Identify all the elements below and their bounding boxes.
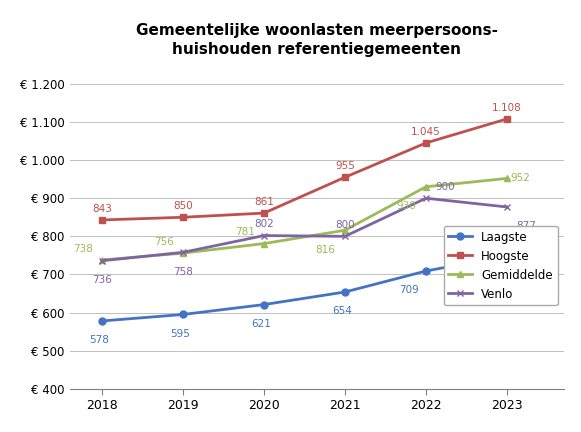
Laagste (503, 253, 510, 258)
Text: 900: 900 (436, 182, 455, 192)
Venlo (422, 196, 429, 201)
Text: 578: 578 (89, 335, 109, 346)
Text: 850: 850 (173, 201, 193, 211)
Gemiddelde (503, 176, 510, 181)
Gemiddelde (422, 184, 429, 189)
Gemiddelde (180, 251, 187, 256)
Text: 654: 654 (332, 306, 352, 316)
Laagste (342, 289, 349, 295)
Hoogste (99, 217, 106, 222)
Gemiddelde (342, 228, 349, 233)
Text: 756: 756 (154, 237, 174, 247)
Text: 802: 802 (254, 219, 274, 229)
Text: 952: 952 (511, 173, 530, 184)
Line: Gemiddelde: Gemiddelde (99, 175, 510, 264)
Text: 800: 800 (335, 220, 355, 230)
Venlo (99, 258, 106, 264)
Gemiddelde (260, 241, 267, 246)
Laagste (260, 302, 267, 307)
Text: 709: 709 (399, 286, 419, 295)
Text: 781: 781 (235, 228, 254, 238)
Text: 955: 955 (335, 161, 355, 171)
Hoogste (342, 175, 349, 180)
Text: 736: 736 (92, 275, 112, 285)
Legend: Laagste, Hoogste, Gemiddelde, Venlo: Laagste, Hoogste, Gemiddelde, Venlo (443, 226, 558, 305)
Text: 843: 843 (92, 204, 112, 214)
Text: 861: 861 (254, 197, 274, 207)
Hoogste (422, 140, 429, 146)
Text: 738: 738 (73, 244, 92, 254)
Gemiddelde (99, 257, 106, 263)
Line: Hoogste: Hoogste (99, 115, 510, 223)
Hoogste (503, 116, 510, 121)
Title: Gemeentelijke woonlasten meerpersoons-
huishouden referentiegemeenten: Gemeentelijke woonlasten meerpersoons- h… (135, 23, 498, 57)
Hoogste (260, 210, 267, 216)
Text: 816: 816 (315, 245, 335, 255)
Text: 877: 877 (517, 222, 536, 232)
Text: 1.045: 1.045 (411, 127, 441, 137)
Venlo (342, 234, 349, 239)
Text: 758: 758 (173, 267, 193, 277)
Text: 749: 749 (511, 270, 530, 280)
Laagste (180, 312, 187, 317)
Text: 930: 930 (397, 201, 417, 211)
Text: 1.108: 1.108 (492, 103, 522, 113)
Text: 621: 621 (252, 319, 271, 329)
Line: Laagste: Laagste (99, 252, 510, 324)
Venlo (503, 204, 510, 210)
Text: 595: 595 (170, 329, 190, 339)
Venlo (260, 233, 267, 238)
Laagste (99, 318, 106, 324)
Venlo (180, 250, 187, 255)
Hoogste (180, 215, 187, 220)
Laagste (422, 268, 429, 273)
Line: Venlo: Venlo (99, 195, 510, 264)
